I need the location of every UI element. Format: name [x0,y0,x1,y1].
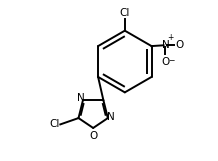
Text: O: O [161,57,170,67]
Text: N: N [77,93,84,103]
Text: N: N [162,40,169,50]
Text: N: N [107,112,115,122]
Text: Cl: Cl [120,8,130,18]
Text: −: − [168,57,174,66]
Text: Cl: Cl [49,119,60,129]
Text: O: O [89,131,97,141]
Text: O: O [176,40,184,50]
Text: +: + [167,33,174,43]
